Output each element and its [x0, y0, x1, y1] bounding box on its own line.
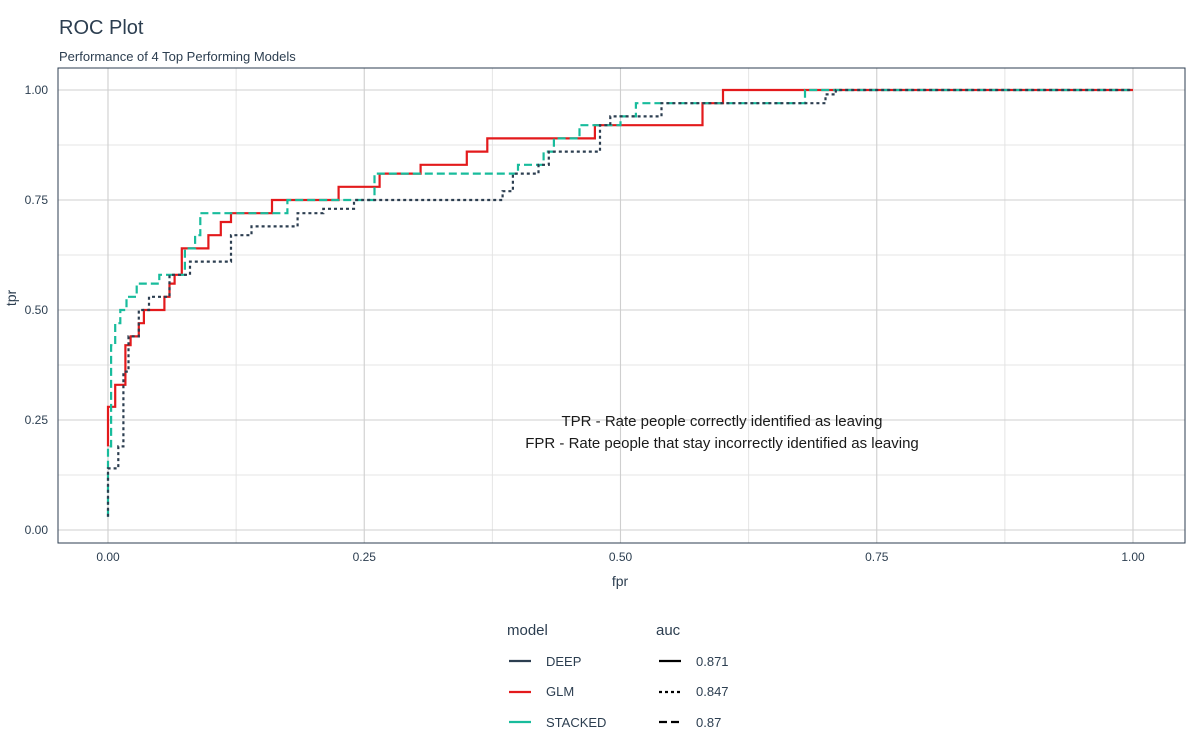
- y-tick-label: 0.50: [25, 303, 49, 317]
- x-tick-label: 0.00: [96, 550, 120, 564]
- x-tick-label: 0.75: [865, 550, 889, 564]
- legend-label-glm: GLM: [546, 684, 575, 699]
- legend-title-auc: auc: [656, 622, 681, 639]
- y-axis-label: tpr: [3, 289, 19, 307]
- legend-label-auc-1: 0.871: [696, 654, 729, 669]
- chart-title: ROC Plot: [59, 17, 144, 39]
- legend-title-model: model: [507, 622, 548, 639]
- x-axis-label: fpr: [611, 573, 629, 589]
- y-tick-label: 0.75: [25, 193, 49, 207]
- y-tick-label: 1.00: [25, 83, 49, 97]
- legend-label-auc-3: 0.87: [696, 715, 722, 730]
- x-tick-label: 0.25: [353, 550, 377, 564]
- panel-border: [57, 67, 1186, 544]
- annotation-fpr: FPR - Rate people that stay incorrectly …: [525, 435, 919, 452]
- legend-label-auc-2: 0.847: [696, 684, 729, 699]
- y-tick-label: 0.25: [25, 413, 49, 427]
- chart-subtitle: Performance of 4 Top Performing Models: [59, 49, 296, 64]
- series-line-deep: [106, 88, 1133, 517]
- x-tick-label: 0.50: [609, 550, 633, 564]
- legend-label-deep: DEEP: [546, 654, 582, 669]
- y-tick-label: 0.00: [25, 523, 49, 537]
- annotation-tpr: TPR - Rate people correctly identified a…: [561, 413, 883, 430]
- x-tick-label: 1.00: [1121, 550, 1145, 564]
- series-line-glm: [106, 88, 1133, 447]
- legend-label-stacked: STACKED: [546, 715, 607, 730]
